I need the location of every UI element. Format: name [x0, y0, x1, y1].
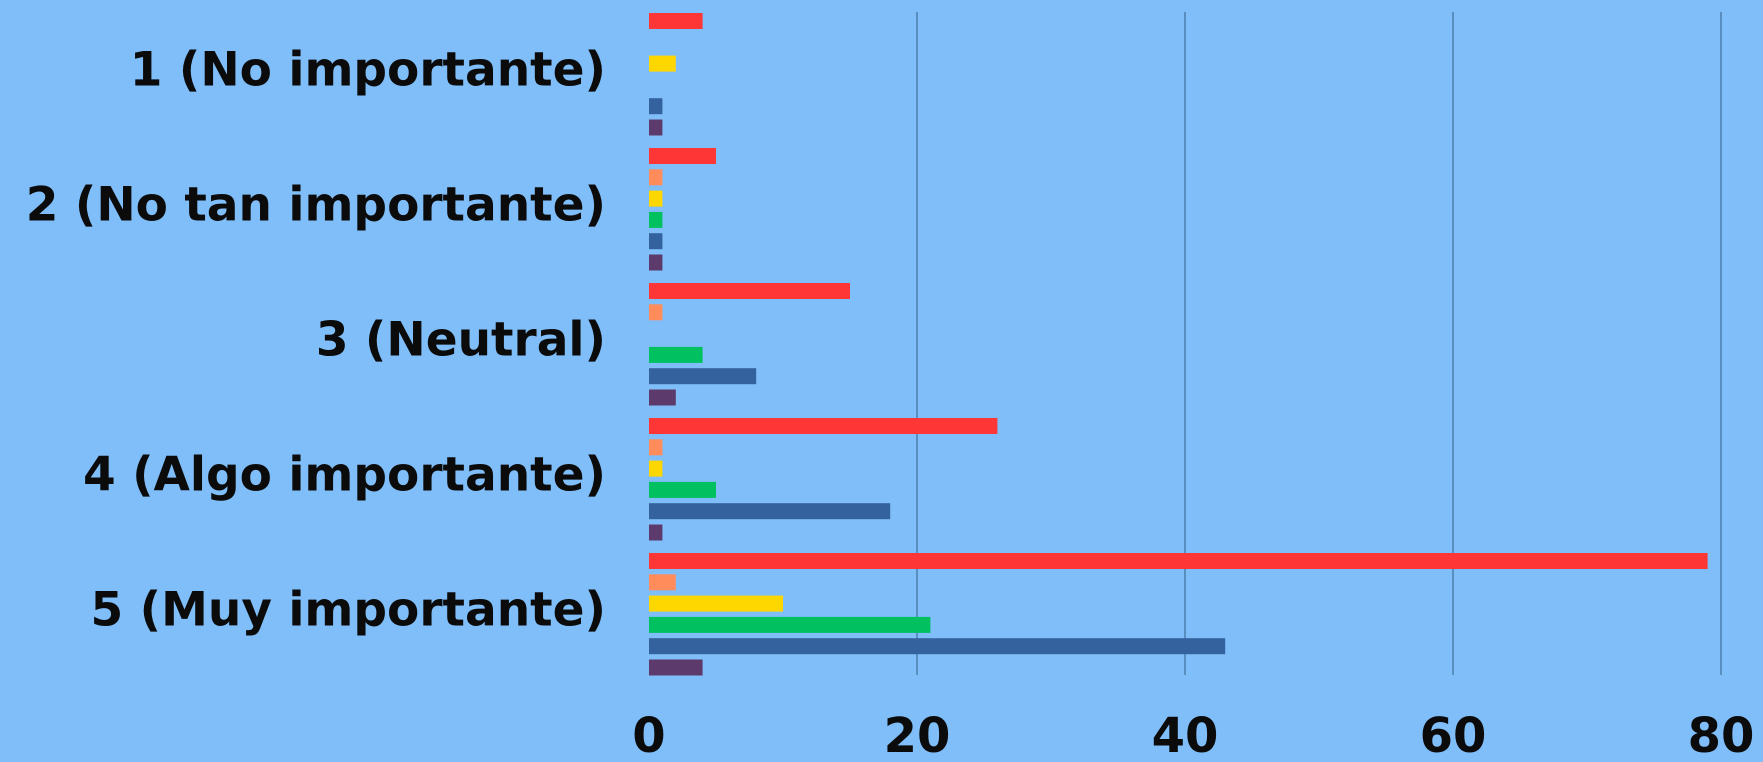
- x-tick-label: 0: [632, 708, 665, 762]
- x-tick-label: 40: [1152, 708, 1219, 762]
- bar-cat2-series4: [649, 211, 663, 228]
- bar-cat3-series4: [649, 346, 703, 363]
- bar-cat3-series1: [649, 283, 850, 299]
- bar-cat5-series5: [649, 638, 1226, 655]
- category-label: 4 (Algo importante): [83, 447, 606, 502]
- bar-cat2-series2: [649, 169, 663, 186]
- bars: [649, 13, 1708, 676]
- bar-cat5-series3: [649, 595, 783, 612]
- bar-cat2-series6: [649, 254, 663, 271]
- gridlines: [916, 12, 1722, 675]
- category-label: 5 (Muy importante): [91, 582, 606, 637]
- bar-cat2-series5: [649, 233, 663, 250]
- bar-cat4-series4: [649, 481, 716, 498]
- bar-cat5-series1: [649, 553, 1708, 569]
- x-tick-label: 20: [884, 708, 951, 762]
- category-label: 2 (No tan importante): [26, 177, 606, 232]
- bar-cat3-series5: [649, 368, 757, 385]
- x-tick-labels: 0 20 40 60 80: [632, 708, 1754, 762]
- bar-cat2-series3: [649, 190, 663, 207]
- bar-cat4-series1: [649, 418, 998, 434]
- bar-cat1-series5: [649, 98, 663, 115]
- bar-cat3-series2: [649, 304, 663, 321]
- bar-cat4-series2: [649, 439, 663, 456]
- bar-cat1-series6: [649, 119, 663, 136]
- bar-cat5-series4: [649, 616, 931, 633]
- bar-cat5-series2: [649, 574, 676, 591]
- category-label: 3 (Neutral): [316, 312, 606, 367]
- bar-cat1-series3: [649, 55, 676, 72]
- bar-cat4-series5: [649, 503, 891, 520]
- bar-cat4-series6: [649, 524, 663, 541]
- bar-cat3-series6: [649, 389, 676, 406]
- category-labels: 1 (No importante) 2 (No tan importante) 3 …: [26, 42, 606, 637]
- category-label: 1 (No importante): [130, 42, 606, 97]
- x-tick-label: 60: [1420, 708, 1487, 762]
- bar-cat5-series6: [649, 659, 703, 676]
- bar-cat2-series1: [649, 148, 716, 164]
- bar-cat1-series1: [649, 13, 703, 29]
- x-tick-label: 80: [1688, 708, 1755, 762]
- bar-cat4-series3: [649, 460, 663, 477]
